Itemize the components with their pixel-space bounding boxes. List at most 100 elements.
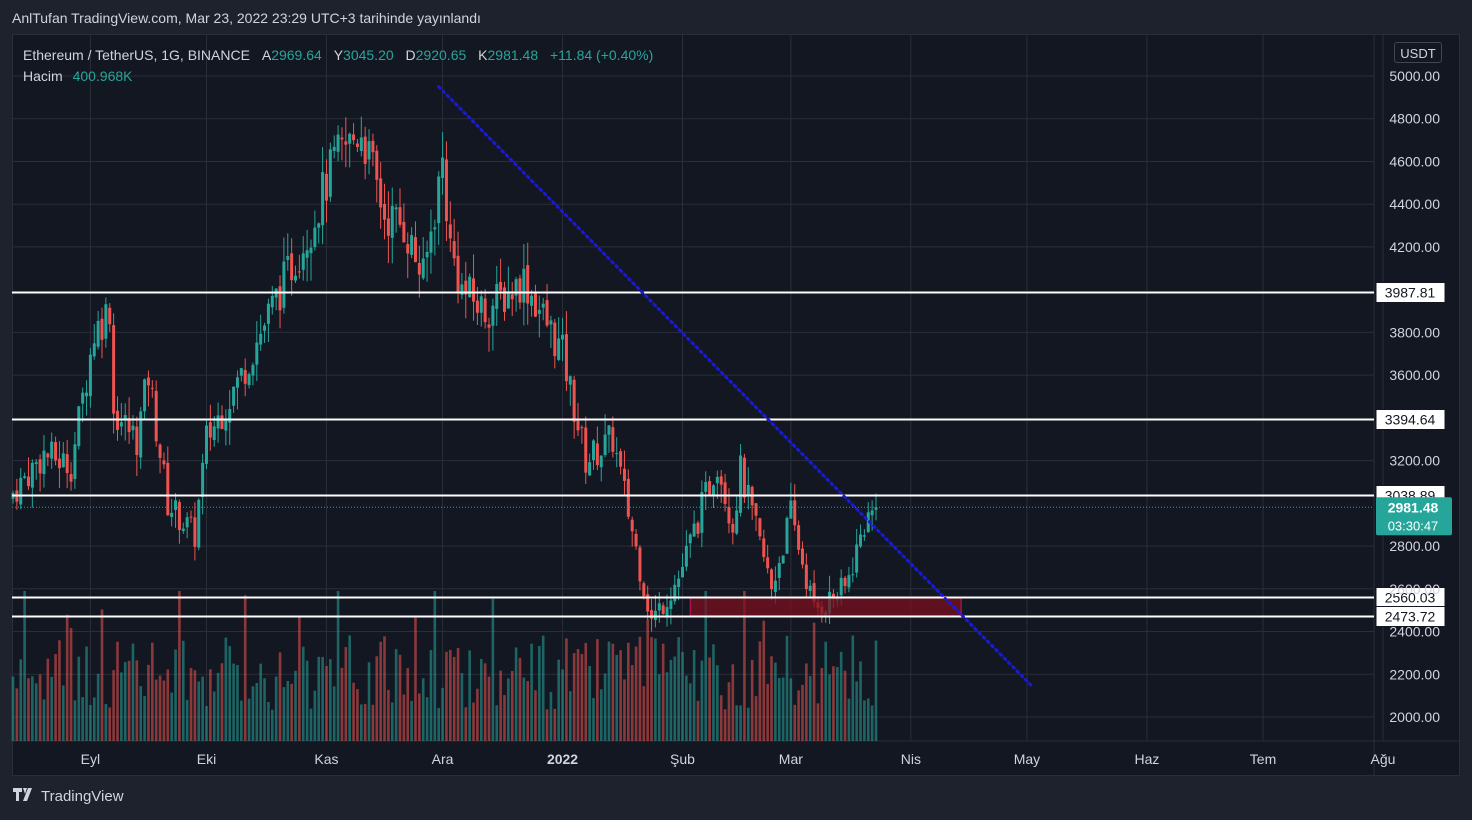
candle	[317, 222, 321, 244]
candle	[344, 117, 348, 168]
candle	[506, 266, 510, 309]
candle-body	[518, 278, 522, 303]
tradingview-logo-icon	[13, 788, 35, 805]
candle-body	[580, 427, 584, 429]
candle-body	[588, 462, 592, 476]
candle-body	[77, 406, 81, 447]
candle-body	[870, 510, 874, 516]
candle	[379, 162, 383, 229]
volume-bar	[360, 704, 363, 741]
candle-body	[874, 507, 878, 510]
volume-bar	[116, 641, 119, 741]
candle	[770, 568, 774, 601]
volume-bar	[85, 646, 88, 741]
volume-bar	[491, 598, 495, 741]
candle-body	[259, 333, 263, 345]
horizontal-level-label: 3394.64	[1375, 409, 1446, 430]
candle-body	[313, 227, 317, 248]
current-price-label: 2981.48 03:30:47	[1376, 497, 1452, 536]
open-label: A	[261, 47, 272, 63]
close-label: K	[478, 47, 488, 63]
volume-bar	[576, 649, 580, 741]
candle	[294, 265, 298, 283]
candle-body	[100, 318, 104, 340]
candle	[862, 529, 866, 541]
candle-body	[464, 280, 468, 295]
candle	[568, 375, 572, 406]
candle	[255, 321, 259, 381]
candle-body	[611, 427, 615, 452]
candle-body	[30, 462, 34, 488]
candle	[259, 314, 263, 351]
candle-body	[410, 235, 414, 255]
candle	[100, 307, 104, 359]
volume-bar	[708, 657, 711, 741]
candle-body	[499, 282, 503, 291]
volume-bar	[816, 703, 820, 741]
symbol-name[interactable]: Ethereum / TetherUS, 1G, BINANCE	[23, 47, 250, 63]
volume-bar	[507, 678, 510, 741]
volume-bar	[468, 650, 471, 741]
candle-body	[146, 377, 150, 386]
candle	[472, 254, 476, 321]
volume-bar	[54, 654, 57, 741]
volume-bar	[50, 676, 53, 741]
candle-body	[839, 577, 843, 596]
candle-body	[355, 143, 359, 148]
candle-body	[185, 517, 189, 528]
candle-body	[81, 392, 85, 404]
volume-bar	[514, 647, 518, 741]
candle-body	[417, 262, 421, 275]
candle	[154, 380, 158, 447]
candle-body	[336, 134, 340, 152]
candle-body	[413, 237, 417, 263]
volume-bar	[19, 659, 23, 741]
chart-frame[interactable]	[12, 34, 1460, 776]
candle-body	[785, 517, 789, 554]
candle	[181, 522, 185, 534]
volume-bar	[38, 674, 42, 741]
volume-bar	[336, 591, 340, 741]
volume-bar	[131, 643, 135, 741]
candle	[270, 286, 274, 315]
volume-bar	[371, 704, 375, 741]
candle	[30, 459, 34, 508]
volume-bar	[479, 659, 483, 741]
volume-bar	[58, 640, 61, 741]
volume-bar	[92, 697, 96, 741]
currency-selector[interactable]: USDT	[1394, 42, 1442, 63]
candle	[375, 145, 379, 203]
price-tick-label: 2800.00	[1389, 538, 1440, 554]
volume-bar	[592, 698, 595, 741]
candle-body	[425, 251, 429, 258]
candle	[216, 402, 220, 443]
candle	[26, 457, 30, 490]
volume-bar	[464, 707, 468, 741]
tradingview-logo[interactable]: TradingView	[13, 788, 124, 805]
volume-bar	[824, 641, 827, 741]
candle	[282, 237, 286, 314]
candle	[251, 362, 255, 386]
volume-bar	[723, 709, 727, 741]
volume-bar	[766, 683, 769, 741]
candle	[421, 237, 425, 280]
candle-body	[506, 291, 510, 309]
volume-bar	[73, 700, 77, 741]
candle	[456, 231, 460, 304]
candle-body	[711, 485, 715, 496]
candle	[750, 485, 754, 520]
candle-body	[719, 476, 723, 485]
volume-bar	[406, 668, 410, 741]
candle	[139, 407, 143, 469]
volume-bar	[646, 619, 649, 741]
volume-bar	[340, 667, 344, 741]
candle	[468, 273, 472, 298]
candle	[220, 405, 224, 430]
candle-body	[297, 271, 301, 273]
volume-bar	[870, 705, 874, 741]
candle-body	[533, 293, 537, 317]
volume-bar	[11, 676, 15, 741]
candle	[232, 386, 236, 413]
candle	[746, 467, 750, 510]
